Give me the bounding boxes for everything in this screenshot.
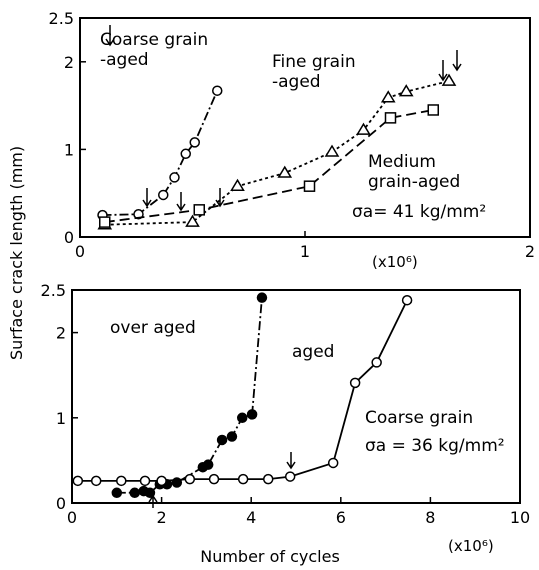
marker (237, 473, 249, 485)
x-unit: (x10⁶) (372, 253, 418, 271)
marker (277, 165, 293, 178)
marker (356, 122, 371, 135)
marker (139, 475, 151, 487)
marker (99, 216, 111, 228)
series-line (104, 109, 434, 224)
annotation: Coarse grain (365, 408, 474, 428)
marker (116, 475, 127, 487)
marker (398, 84, 414, 97)
marker (226, 431, 238, 442)
marker (441, 73, 457, 86)
marker (156, 475, 167, 487)
marker (324, 144, 340, 157)
marker (303, 180, 316, 192)
x-tick-label: 8 (425, 508, 435, 527)
series-label: over aged (110, 318, 196, 338)
marker (144, 487, 156, 499)
marker (384, 112, 397, 124)
marker (262, 473, 274, 485)
marker (236, 412, 248, 424)
frame (71, 289, 521, 504)
marker (246, 409, 258, 420)
x-tick-label: 6 (336, 508, 346, 527)
marker (212, 85, 223, 96)
y-tick-label: 2 (64, 53, 74, 72)
x-tick-label: 10 (510, 508, 530, 527)
marker (284, 471, 296, 482)
marker (193, 204, 205, 216)
x-tick-label: 0 (75, 242, 85, 261)
marker (349, 377, 361, 389)
marker (230, 178, 245, 191)
y-tick-label: 2 (56, 324, 66, 343)
x-tick-label: 4 (246, 508, 256, 527)
annotation: σa= 41 kg/mm² (352, 202, 487, 222)
marker (202, 459, 214, 470)
x-axis-label: Number of cycles (200, 547, 340, 566)
y-tick-label: 2.5 (41, 281, 66, 300)
marker (133, 208, 144, 220)
y-tick-label: 0 (64, 228, 74, 247)
marker (158, 189, 169, 201)
marker (184, 473, 196, 485)
marker (216, 434, 228, 446)
annotation: σa = 36 kg/mm² (365, 436, 505, 456)
series-label: Medium grain-aged (368, 152, 461, 192)
x-tick-label: 0 (67, 508, 77, 527)
marker (90, 475, 102, 487)
x-tick-label: 2 (525, 242, 535, 261)
y-tick-label: 1 (56, 409, 66, 428)
y-tick-label: 2.5 (49, 9, 74, 28)
marker (169, 172, 180, 183)
marker (72, 475, 84, 487)
marker (401, 294, 413, 306)
marker (327, 457, 339, 469)
x-tick-label: 2 (157, 508, 167, 527)
marker (427, 104, 439, 116)
series-label: Fine grain -aged (272, 52, 356, 92)
marker (256, 292, 268, 303)
y-axis-label: Surface crack length (mm) (7, 146, 26, 360)
series-label: Coarse grain -aged (100, 30, 209, 70)
marker (371, 357, 382, 368)
marker (111, 487, 123, 499)
x-tick-label: 1 (300, 242, 310, 261)
marker (208, 473, 220, 485)
series-label: aged (292, 342, 335, 362)
marker (189, 137, 200, 148)
y-tick-label: 0 (56, 494, 66, 513)
marker (129, 487, 140, 499)
arrows (105, 25, 462, 508)
y-tick-label: 1 (64, 140, 74, 159)
marker (380, 90, 396, 103)
marker (185, 214, 200, 227)
marker (180, 148, 191, 160)
x-unit: (x10⁶) (448, 537, 494, 555)
